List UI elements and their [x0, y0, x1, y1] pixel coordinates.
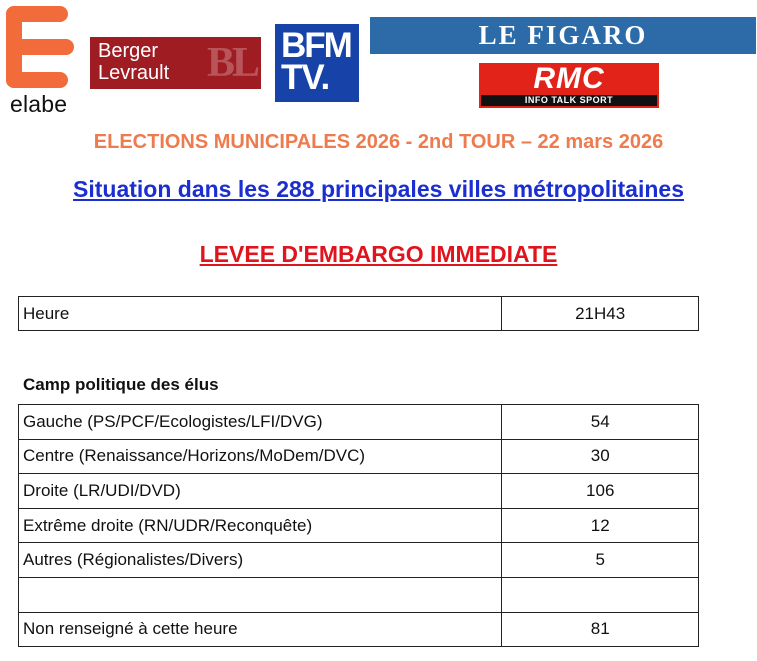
bfmtv-logo-line2: TV.	[281, 58, 330, 97]
embargo-notice: LEVEE D'EMBARGO IMMEDIATE	[199, 241, 558, 267]
row-value: 12	[501, 507, 699, 544]
elabe-logo-mark	[6, 6, 76, 88]
table-row-empty	[17, 576, 699, 613]
section-label: Camp politique des élus	[23, 375, 219, 394]
row-label: Gauche (PS/PCF/Ecologistes/LFI/DVG)	[17, 404, 503, 440]
results-table: Gauche (PS/PCF/Ecologistes/LFI/DVG) 54 C…	[17, 404, 699, 648]
rmc-logo-subtitle: INFO TALK SPORT	[481, 95, 657, 106]
row-label: Droite (LR/UDI/DVD)	[17, 473, 503, 509]
row-value: 30	[501, 438, 699, 475]
bfmtv-logo: BFM TV.	[275, 24, 359, 102]
time-label: Heure	[17, 296, 503, 331]
row-value	[501, 576, 699, 613]
table-row: Autres (Régionalistes/Divers) 5	[17, 542, 699, 578]
le-figaro-logo-text: LE FIGARO	[478, 20, 648, 50]
row-value: 5	[501, 542, 699, 578]
berger-levrault-logo: BL Berger Levrault	[90, 37, 261, 89]
row-label: Non renseigné à cette heure	[17, 611, 503, 648]
row-value: 54	[501, 404, 699, 440]
election-title: ELECTIONS MUNICIPALES 2026 - 2nd TOUR – …	[93, 131, 664, 153]
elabe-logo-text: elabe	[10, 91, 68, 117]
row-label: Autres (Régionalistes/Divers)	[17, 542, 503, 578]
time-row: Heure 21H43	[17, 296, 699, 331]
le-figaro-logo: LE FIGARO	[370, 17, 756, 54]
rmc-logo: RMC INFO TALK SPORT	[479, 63, 659, 108]
row-label: Extrême droite (RN/UDR/Reconquête)	[17, 507, 503, 544]
row-value: 106	[501, 473, 699, 509]
time-table: Heure 21H43	[17, 296, 699, 331]
rmc-logo-text: RMC	[533, 62, 605, 95]
table-row: Gauche (PS/PCF/Ecologistes/LFI/DVG) 54	[17, 404, 699, 440]
row-value: 81	[501, 611, 699, 648]
time-value: 21H43	[501, 296, 699, 331]
berger-levrault-line1: Berger	[98, 40, 159, 62]
berger-levrault-line2: Levrault	[98, 62, 170, 84]
table-row: Centre (Renaissance/Horizons/MoDem/DVC) …	[17, 438, 699, 475]
row-label	[17, 576, 503, 613]
table-row: Extrême droite (RN/UDR/Reconquête) 12	[17, 507, 699, 544]
situation-subtitle: Situation dans les 288 principales ville…	[73, 176, 684, 202]
table-row: Non renseigné à cette heure 81	[17, 611, 699, 648]
berger-levrault-monogram: BL	[206, 40, 260, 86]
row-label: Centre (Renaissance/Horizons/MoDem/DVC)	[17, 438, 503, 475]
bfmtv-logo-line1: BFM	[281, 26, 353, 65]
table-row: Droite (LR/UDI/DVD) 106	[17, 473, 699, 509]
